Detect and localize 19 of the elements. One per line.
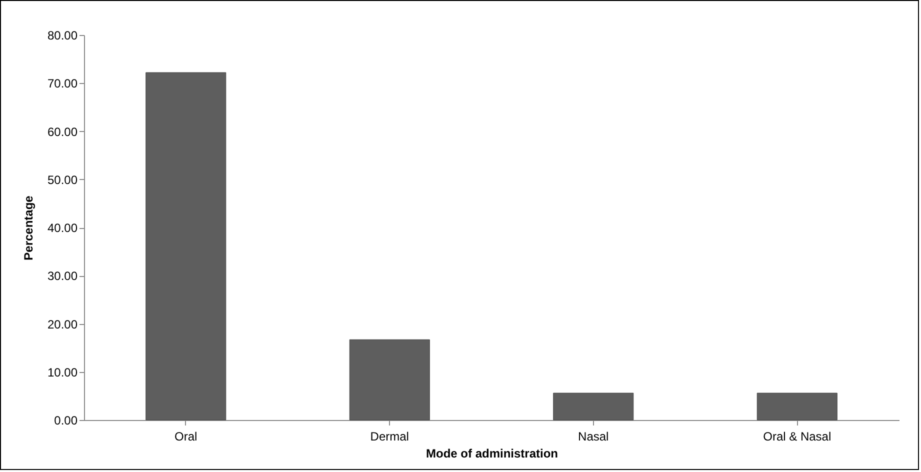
y-tick-label: 40.00 xyxy=(47,221,78,235)
x-tick-label: Dermal xyxy=(370,430,409,444)
y-tick-label: 0.00 xyxy=(54,414,78,428)
bar xyxy=(553,392,634,420)
y-tick-label: 10.00 xyxy=(47,365,78,380)
y-tick-label: 60.00 xyxy=(47,124,78,139)
y-tick-label: 70.00 xyxy=(47,76,78,91)
y-axis-title: Percentage xyxy=(21,195,36,260)
bar xyxy=(349,339,430,420)
x-axis-title: Mode of administration xyxy=(426,446,558,460)
x-tick-label: Oral & Nasal xyxy=(763,430,832,444)
bar xyxy=(756,392,838,420)
y-tick-label: 80.00 xyxy=(47,28,78,42)
y-tick-label: 30.00 xyxy=(47,269,78,284)
x-tick-label: Oral xyxy=(174,430,198,444)
bar xyxy=(146,72,226,420)
y-tick-label: 50.00 xyxy=(47,172,78,187)
y-tick-label: 20.00 xyxy=(47,317,78,332)
x-tick-label: Nasal xyxy=(578,430,609,444)
